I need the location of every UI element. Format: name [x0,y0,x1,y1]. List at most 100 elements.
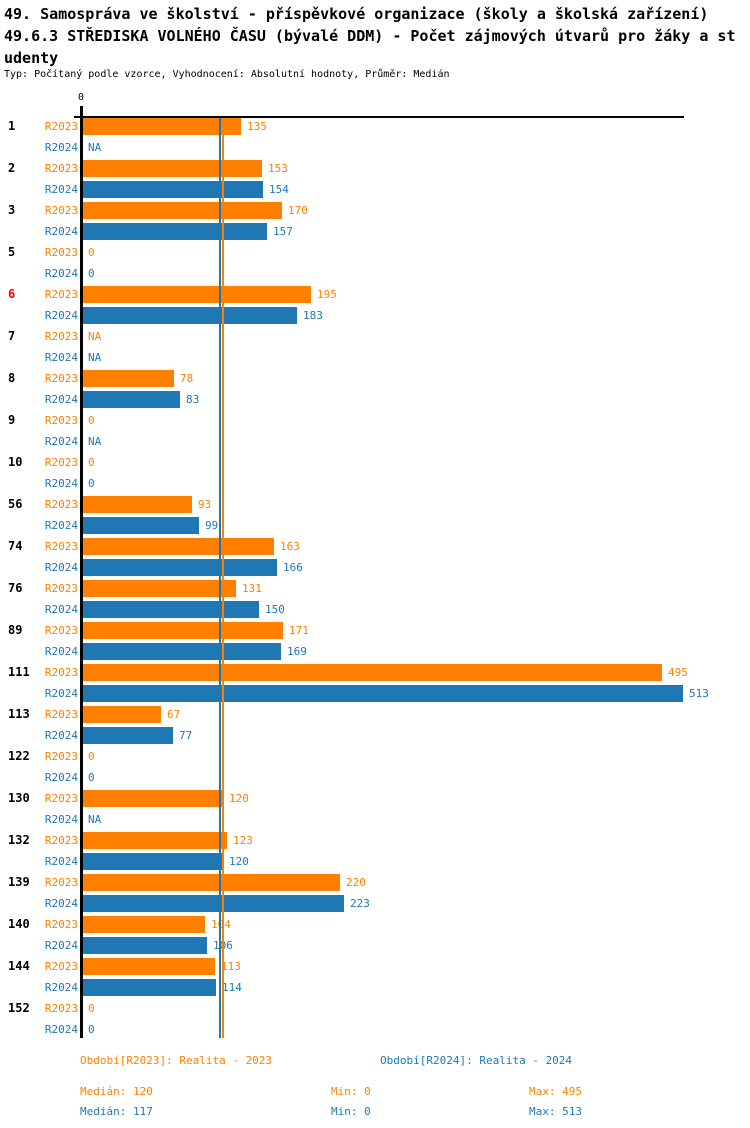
category-label: 113 [8,707,30,721]
bar-value-label: 123 [233,834,253,847]
value-bar [83,580,236,597]
category-label: 111 [8,665,30,679]
category-label: 6 [8,287,16,301]
series-label: R2024 [44,309,78,322]
series-label: R2023 [44,876,78,889]
category-group: 1 R2023 135 R2024 NA [0,116,750,158]
bar-row-r2023: R2023 0 [0,412,750,429]
series-label: R2023 [44,918,78,931]
stat-min-r2024: Min: 0 [331,1105,371,1118]
category-group: 5 R2023 0 R2024 0 [0,242,750,284]
bar-row-r2024: R2024106 [0,937,750,954]
value-bar [83,181,263,198]
bar-value-label: 114 [222,981,242,994]
bar-row-r2024: R2024 NA [0,811,750,828]
series-label: R2023 [44,120,78,133]
bar-value-label: 135 [247,120,267,133]
value-bar [83,664,662,681]
bar-row-r2023: R2023 195 [0,286,750,303]
legend-r2024: Období[R2024]: Realita - 2024 [380,1054,573,1067]
bar-row-r2024: R2024 77 [0,727,750,744]
category-group: 3 R2023 170 R2024 157 [0,200,750,242]
bar-row-r2024: R2024 83 [0,391,750,408]
series-label: R2023 [44,414,78,427]
series-label: R2024 [44,897,78,910]
report-subtitle: Typ: Počítaný podle vzorce, Vyhodnocení:… [4,69,450,80]
category-label: 140 [8,917,30,931]
category-group: 2 R2023 153 R2024 154 [0,158,750,200]
category-group: 6 R2023 195 R2024 183 [0,284,750,326]
value-bar [83,958,215,975]
series-label: R2024 [44,477,78,490]
category-label: 10 [8,455,23,469]
bar-value-label: 195 [317,288,337,301]
category-label: 130 [8,791,30,805]
value-bar [83,706,161,723]
value-bar [83,307,297,324]
bar-row-r2023: R2023 171 [0,622,750,639]
value-bar [83,685,683,702]
bar-row-r2024: R2024 169 [0,643,750,660]
category-group: 7 R2023 NA R2024 NA [0,326,750,368]
bar-row-r2023: R2023 135 [0,118,750,135]
series-label: R2023 [44,666,78,679]
series-label: R2024 [44,603,78,616]
category-label: 139 [8,875,30,889]
stat-median-r2023: Medián: 120 [80,1085,153,1098]
bar-value-label: 513 [689,687,709,700]
series-label: R2024 [44,393,78,406]
series-label: R2024 [44,687,78,700]
series-label: R2024 [44,1023,78,1036]
category-group: 140R2023104 R2024106 [0,914,750,956]
bar-value-label: 78 [180,372,194,385]
bar-row-r2024: R2024 0 [0,769,750,786]
bar-row-r2024: R2024 120 [0,853,750,870]
stat-median-r2024: Medián: 117 [80,1105,153,1118]
category-label: 122 [8,749,30,763]
bar-row-r2024: R2024 166 [0,559,750,576]
bar-value-label: 0 [88,771,95,784]
value-bar [83,601,259,618]
bar-value-label: NA [88,141,102,154]
bar-row-r2023: R2023 0 [0,1000,750,1017]
x-axis-line [74,116,684,118]
bar-row-r2023: R2023 78 [0,370,750,387]
bar-value-label: 169 [287,645,307,658]
category-group: 76 R2023 131 R2024 150 [0,578,750,620]
series-label: R2023 [44,834,78,847]
bar-value-label: 150 [265,603,285,616]
bar-value-label: NA [88,351,102,364]
bar-row-r2023: R2023 67 [0,706,750,723]
bar-value-label: 0 [88,750,95,763]
stat-max-r2023: Max: 495 [529,1085,582,1098]
value-bar [83,223,267,240]
series-label: R2024 [44,855,78,868]
bar-value-label: 153 [268,162,288,175]
series-label: R2023 [44,330,78,343]
bar-value-label: NA [88,813,102,826]
bar-value-label: 157 [273,225,293,238]
bar-value-label: 120 [229,792,249,805]
value-bar [83,790,223,807]
bar-value-label: NA [88,330,102,343]
median-line-r2024 [219,118,221,1038]
bar-row-r2023: R2023 153 [0,160,750,177]
series-label: R2023 [44,204,78,217]
bar-row-r2024: R2024 NA [0,433,750,450]
category-label: 132 [8,833,30,847]
category-label: 7 [8,329,16,343]
series-label: R2024 [44,519,78,532]
bar-row-r2023: R2023 0 [0,748,750,765]
value-bar [83,202,282,219]
bar-row-r2024: R2024 150 [0,601,750,618]
bar-row-r2023: R2023 131 [0,580,750,597]
series-label: R2023 [44,162,78,175]
value-bar [83,118,241,135]
bar-value-label: 154 [269,183,289,196]
series-label: R2023 [44,456,78,469]
stat-min-r2023: Min: 0 [331,1085,371,1098]
bar-row-r2023: R2023104 [0,916,750,933]
x-axis-origin-label: 0 [77,92,85,103]
